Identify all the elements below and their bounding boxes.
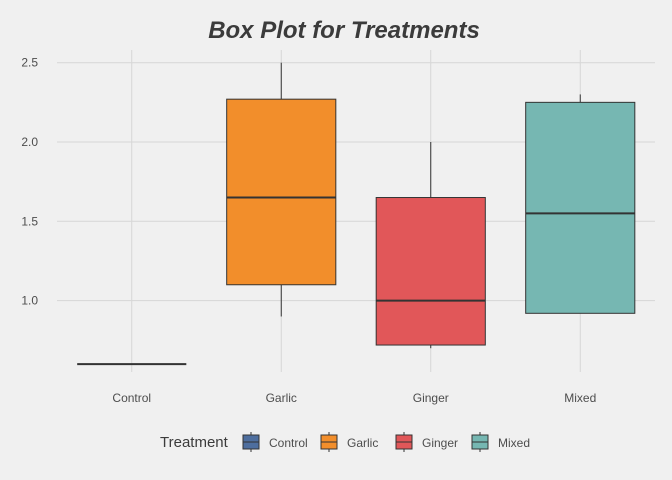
- box-body: [525, 101, 636, 314]
- x-tick-label: Garlic: [266, 391, 297, 405]
- legend-item-mixed: Mixed: [471, 432, 530, 452]
- y-tick-label: 1.5: [21, 214, 38, 228]
- legend-item-garlic: Garlic: [320, 432, 378, 452]
- box-body: [226, 98, 337, 286]
- legend-item-ginger: Ginger: [395, 432, 458, 452]
- plot-area: [77, 62, 636, 366]
- legend-label: Mixed: [498, 436, 530, 450]
- legend-title: Treatment: [160, 434, 229, 451]
- axis-labels: 1.0 1.5 2.0 2.5 Control Garlic Ginger Mixed: [21, 56, 596, 405]
- legend: Treatment Control Garlic Ginger Mixed: [160, 432, 530, 452]
- y-tick-label: 2.0: [21, 135, 38, 149]
- box-mixed: [525, 94, 636, 314]
- legend-item-control: Control: [242, 432, 308, 452]
- x-tick-label: Ginger: [413, 391, 449, 405]
- box-body: [375, 197, 486, 346]
- chart-title: Box Plot for Treatments: [208, 17, 480, 44]
- x-tick-label: Control: [112, 391, 151, 405]
- y-tick-label: 1.0: [21, 294, 38, 308]
- box-garlic: [226, 62, 337, 317]
- legend-label: Garlic: [347, 436, 378, 450]
- y-tick-label: 2.5: [21, 56, 38, 70]
- x-tick-label: Mixed: [564, 391, 596, 405]
- legend-label: Ginger: [422, 436, 458, 450]
- box-ginger: [375, 142, 486, 349]
- legend-label: Control: [269, 436, 308, 450]
